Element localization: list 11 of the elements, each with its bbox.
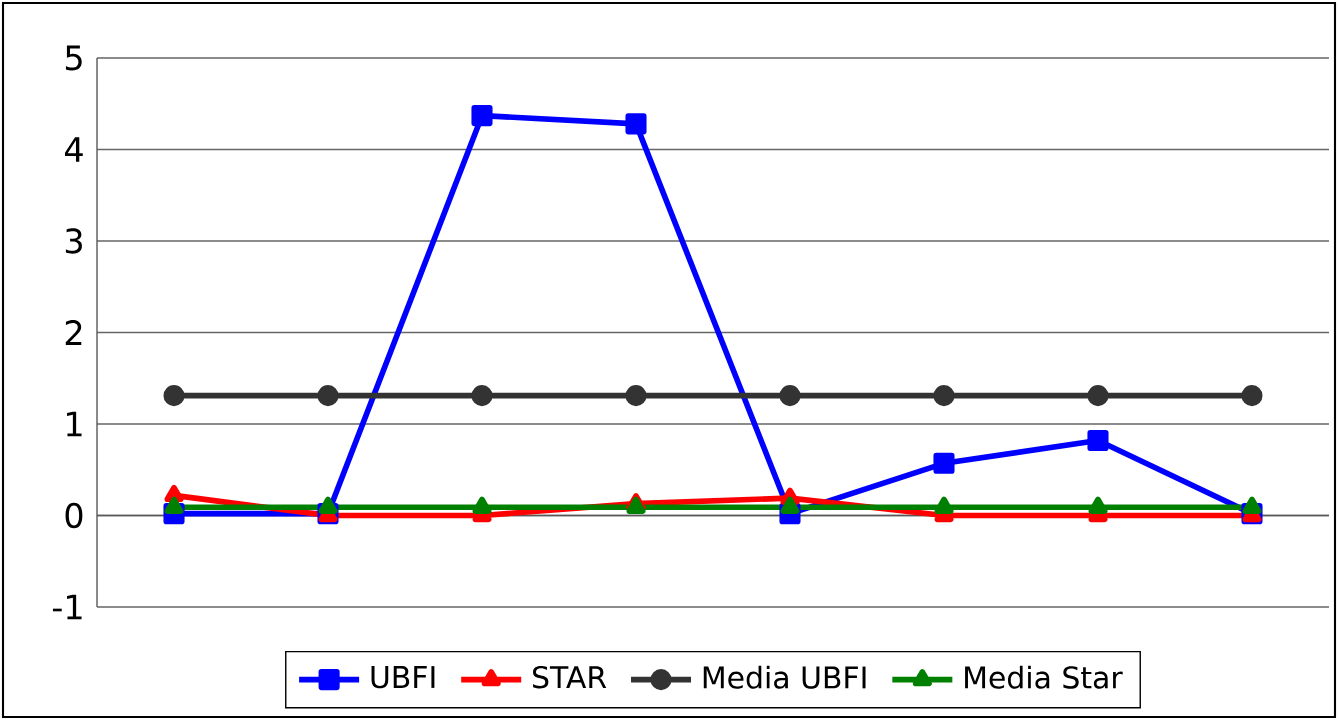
y-tick-label: 3 <box>65 228 82 254</box>
legend-label: UBFI <box>371 666 435 689</box>
legend-label: Media Star <box>965 665 1123 689</box>
legend-label: Media UBFI <box>703 665 866 689</box>
y-tick-label: 4 <box>65 137 83 162</box>
y-tick-label: 1 <box>67 411 82 437</box>
y-tick-label: 5 <box>65 45 82 71</box>
y-tick-label: -1 <box>52 594 82 620</box>
legend-label: STAR <box>533 665 607 689</box>
y-tick-label: 2 <box>65 320 82 345</box>
y-tick-label: 0 <box>65 502 83 529</box>
